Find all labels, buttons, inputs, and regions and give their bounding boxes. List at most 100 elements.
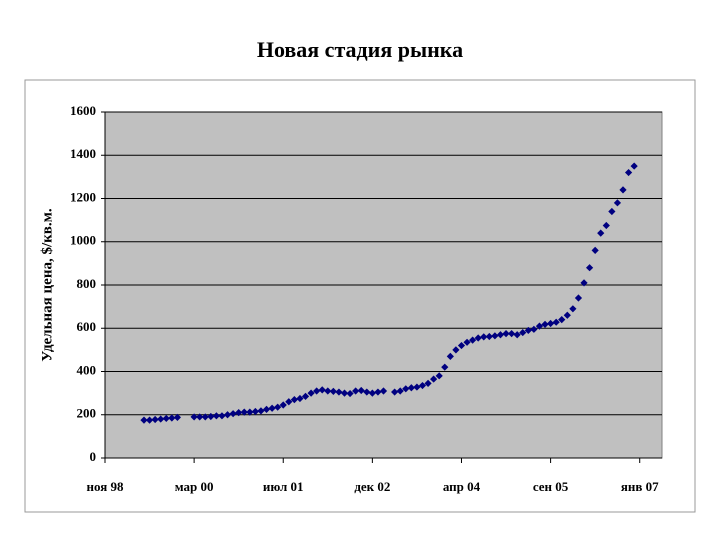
data-point (324, 387, 332, 395)
data-point (240, 408, 248, 416)
data-point (262, 405, 271, 413)
data-point (547, 319, 555, 328)
data-point (396, 387, 404, 395)
data-point (424, 379, 432, 387)
data-point (151, 415, 159, 424)
data-point (246, 408, 254, 416)
data-point (452, 346, 460, 354)
data-point (196, 413, 204, 421)
data-point (430, 375, 438, 383)
data-point (218, 412, 226, 420)
data-point (496, 331, 505, 339)
data-point (357, 386, 365, 395)
data-point (346, 389, 354, 398)
data-point (513, 331, 521, 339)
data-point (307, 389, 315, 397)
data-point (223, 411, 232, 419)
data-point (274, 403, 282, 411)
data-point (585, 264, 594, 272)
data-point (530, 325, 538, 333)
data-point (157, 415, 165, 423)
data-point (602, 221, 610, 230)
data-point (296, 394, 304, 403)
data-point (435, 372, 443, 380)
y-tick-label: 1000 (70, 233, 96, 248)
data-point (368, 389, 376, 397)
data-point (418, 381, 427, 390)
chart-title: Новая стадия рынка (257, 37, 463, 62)
data-point (463, 338, 471, 346)
data-point (619, 186, 627, 194)
data-point (379, 387, 388, 395)
data-point (207, 412, 215, 421)
x-tick-label: янв 07 (621, 479, 659, 494)
data-point (524, 326, 532, 335)
y-tick-label: 1600 (70, 103, 96, 118)
data-point (285, 398, 293, 406)
data-point (402, 385, 410, 393)
data-point (413, 383, 421, 391)
x-tick-label: дек 02 (354, 479, 390, 494)
data-point (441, 363, 449, 371)
data-point (145, 416, 154, 424)
data-point (508, 330, 516, 338)
y-tick-label: 1200 (70, 189, 96, 204)
data-point (574, 294, 583, 302)
data-point (257, 407, 265, 415)
data-point (502, 330, 510, 338)
data-point (329, 387, 337, 395)
data-point (480, 333, 488, 341)
data-point (201, 413, 209, 421)
x-tick-label: апр 04 (443, 479, 481, 494)
data-point (212, 412, 220, 420)
data-point (340, 389, 349, 397)
data-point (446, 352, 454, 360)
data-point (630, 162, 638, 170)
data-point (535, 322, 544, 330)
data-point (552, 318, 560, 326)
data-point (318, 386, 326, 394)
data-point (162, 414, 170, 423)
data-point (491, 332, 499, 340)
data-point (485, 332, 493, 341)
data-point (608, 207, 616, 216)
x-tick-label: сен 05 (533, 479, 569, 494)
data-point (173, 413, 182, 421)
y-tick-label: 800 (77, 276, 97, 291)
data-point (474, 334, 482, 342)
data-point (268, 404, 276, 412)
y-tick-label: 200 (77, 406, 97, 421)
x-tick-label: мар 00 (175, 479, 214, 494)
x-tick-label: июл 01 (263, 479, 304, 494)
data-point (363, 388, 371, 396)
x-tick-label: ноя 98 (86, 479, 124, 494)
data-point (190, 413, 198, 421)
data-point (580, 279, 588, 287)
data-point (469, 336, 477, 344)
y-tick-label: 600 (77, 319, 97, 334)
data-point (558, 316, 566, 324)
data-point (391, 388, 399, 396)
data-point (597, 229, 605, 237)
data-point (235, 408, 243, 417)
data-point (168, 414, 176, 422)
data-point (251, 407, 259, 416)
y-axis-label: Удельная цена, $/кв.м. (39, 208, 55, 361)
data-point (279, 401, 287, 409)
data-point (313, 387, 321, 395)
data-point (457, 341, 466, 350)
data-point (301, 392, 310, 400)
data-point (624, 168, 633, 177)
data-point (335, 388, 343, 396)
data-point (591, 246, 599, 254)
data-point (290, 396, 298, 404)
data-point (519, 328, 527, 337)
data-point (613, 199, 622, 207)
data-point (569, 305, 577, 313)
data-point (541, 320, 549, 328)
data-point (352, 387, 360, 395)
data-point (563, 311, 571, 319)
y-tick-label: 0 (90, 449, 97, 464)
